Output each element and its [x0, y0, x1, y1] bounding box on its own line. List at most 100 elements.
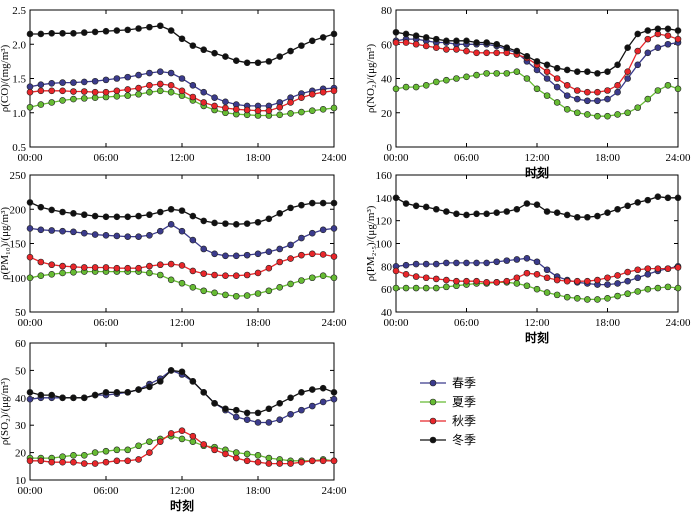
data-point	[664, 32, 672, 39]
data-point	[178, 262, 186, 269]
data-point	[265, 405, 273, 413]
data-point	[298, 234, 305, 242]
data-point	[70, 268, 77, 276]
data-point	[135, 84, 142, 92]
data-point	[422, 203, 430, 211]
data-point	[402, 284, 410, 292]
data-point	[412, 40, 420, 48]
data-point	[412, 284, 420, 292]
data-point	[443, 283, 450, 291]
data-point	[624, 109, 631, 117]
data-point	[146, 262, 153, 270]
data-point	[222, 98, 229, 106]
data-point	[232, 106, 240, 113]
data-point	[604, 294, 611, 302]
data-point	[124, 92, 132, 99]
data-point	[319, 88, 327, 96]
data-point	[102, 27, 110, 35]
data-point	[26, 30, 34, 38]
data-point	[135, 233, 142, 240]
data-point	[135, 386, 142, 393]
data-point	[48, 79, 56, 87]
y-tick-label: 200	[10, 204, 27, 216]
x-tick-label: 24:00	[321, 317, 347, 329]
data-point	[543, 75, 551, 82]
data-point	[113, 87, 121, 95]
data-point	[167, 88, 175, 96]
data-point	[463, 37, 470, 45]
data-point	[211, 102, 218, 110]
data-point	[178, 227, 186, 235]
data-point	[573, 277, 581, 285]
data-point	[614, 111, 621, 118]
panel-so2: 10 20 30 40 50 60 00:00 06:00 12:00 18:00 24:00 ρ(S…	[0, 338, 347, 513]
data-point	[265, 248, 273, 256]
y-tick-label: 1.5	[12, 74, 26, 86]
data-point	[644, 95, 652, 103]
data-point	[543, 68, 551, 75]
data-point	[402, 83, 410, 91]
data-point	[432, 44, 440, 51]
data-point	[276, 210, 284, 217]
y-tick-label: 2.0	[12, 39, 26, 51]
data-point	[254, 419, 262, 426]
data-point	[664, 25, 672, 33]
data-point	[70, 394, 77, 402]
data-point	[483, 259, 490, 267]
data-point	[48, 99, 56, 106]
data-point	[156, 261, 164, 269]
data-point	[553, 276, 561, 284]
data-point	[563, 92, 571, 99]
y-tick-label: 10	[15, 475, 27, 487]
data-point	[634, 288, 642, 295]
x-tick-label: 24:00	[321, 485, 347, 497]
data-point	[287, 280, 294, 288]
data-point	[483, 210, 490, 218]
x-tick-label: 06:00	[93, 317, 119, 329]
data-point	[523, 282, 531, 290]
y-tick-label: 120	[376, 216, 393, 228]
data-point	[298, 108, 305, 116]
data-point	[483, 70, 490, 77]
data-point	[463, 211, 470, 219]
data-point	[37, 258, 45, 266]
data-point	[48, 391, 56, 399]
data-point	[392, 39, 400, 46]
data-point	[276, 460, 284, 467]
data-point	[232, 272, 240, 279]
data-point	[178, 368, 186, 376]
data-point	[200, 88, 208, 96]
data-point	[634, 104, 642, 111]
data-point	[523, 255, 531, 262]
data-point	[654, 87, 662, 94]
data-point	[664, 194, 672, 202]
data-point	[146, 383, 153, 391]
data-point	[37, 87, 45, 95]
data-point	[232, 449, 240, 456]
data-point	[276, 399, 284, 407]
data-point	[573, 109, 581, 117]
data-point	[473, 259, 480, 267]
x-tick-label: 18:00	[245, 485, 271, 497]
data-point	[200, 270, 208, 277]
data-point	[533, 271, 541, 278]
data-point	[287, 110, 294, 117]
data-point	[167, 205, 175, 213]
data-point	[513, 256, 521, 263]
data-point	[513, 205, 521, 213]
data-point	[48, 206, 56, 214]
data-point	[453, 259, 460, 267]
data-point	[222, 405, 229, 413]
data-point	[573, 95, 581, 103]
legend-marker	[429, 436, 437, 444]
y-tick-label: 100	[376, 239, 393, 251]
data-point	[113, 213, 121, 221]
data-point	[503, 70, 511, 77]
data-point	[102, 88, 110, 96]
data-point	[463, 73, 470, 81]
data-point	[674, 194, 682, 202]
data-point	[200, 46, 208, 54]
data-point	[402, 39, 410, 46]
x-tick-label: 18:00	[595, 152, 621, 164]
data-point	[594, 212, 601, 220]
